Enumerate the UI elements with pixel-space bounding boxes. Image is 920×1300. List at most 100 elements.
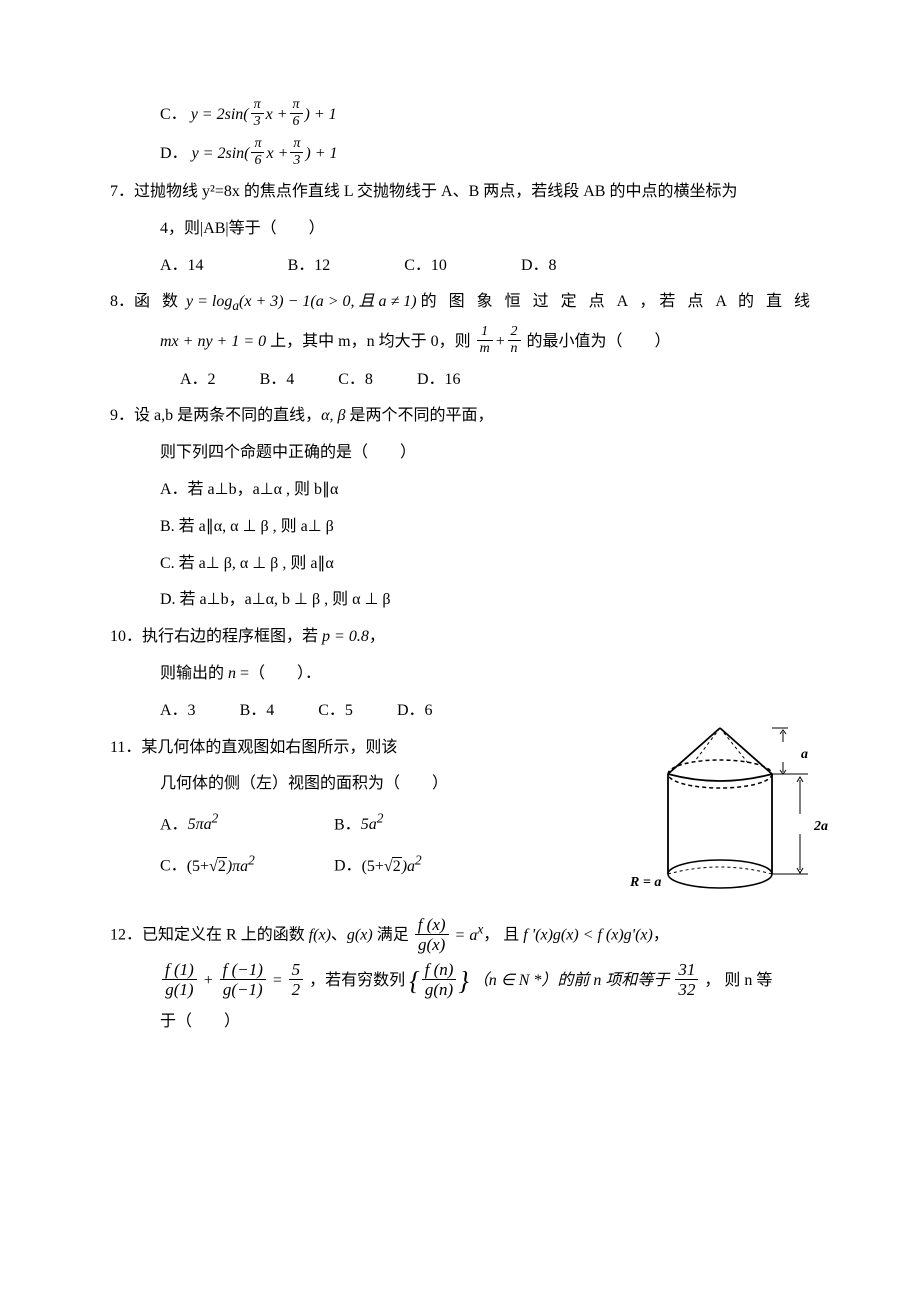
- cylinder-svg: [640, 714, 840, 914]
- den: g(n): [422, 980, 457, 998]
- f: (5+: [187, 858, 209, 875]
- den: n: [508, 341, 521, 356]
- eq: =: [268, 972, 287, 989]
- deriv: f '(x)g(x) < f (x)g'(x): [523, 927, 653, 944]
- text: y = 2sin(: [191, 106, 249, 123]
- opt-c: C．5: [318, 702, 353, 719]
- fx: f(x): [309, 927, 331, 944]
- opt-c: C．10: [404, 257, 447, 274]
- tail: ，: [653, 927, 669, 944]
- formula-8b: mx + ny + 1 = 0: [160, 333, 266, 350]
- t: 满足: [377, 927, 409, 944]
- opt-a: A．2: [180, 371, 216, 388]
- question-11: a 2a R = a 11．某几何体的直观图如右图所示，则该 几何体的侧（左）视…: [110, 734, 810, 882]
- t: ，若有穷数列: [309, 972, 405, 989]
- sqrt: 2: [217, 857, 227, 875]
- opt-a: A．14: [160, 257, 204, 274]
- num: π: [290, 98, 303, 114]
- num: 31: [675, 961, 698, 980]
- comma: ， 且: [483, 927, 519, 944]
- num: 1: [477, 325, 493, 341]
- opt-c: C．(5+ 2)πa2: [160, 848, 330, 881]
- plus: +: [199, 972, 218, 989]
- plus: +: [495, 333, 506, 350]
- formula-10: p = 0.8: [322, 628, 369, 645]
- q-num: 10．: [110, 628, 142, 645]
- opt-label-c: C．: [160, 106, 187, 123]
- opt-label-d: D．: [160, 145, 188, 162]
- question-8: 8．函 数 y = loga(x + 3) − 1(a > 0, 且 a ≠ 1…: [110, 288, 810, 394]
- exp: 2: [377, 811, 384, 826]
- opt-d: D. 若 a⊥b，a⊥α, b ⊥ β , 则 α ⊥ β: [160, 591, 391, 608]
- opt-b: B．4: [260, 371, 295, 388]
- q-num: 11．: [110, 739, 141, 756]
- num: f (−1): [220, 961, 266, 980]
- opts-8: A．2 B．4 C．8 D．16: [110, 366, 810, 395]
- num: 2: [508, 325, 521, 341]
- formula-8a: y = loga(x + 3) − 1(a > 0, 且 a ≠ 1): [186, 293, 417, 310]
- q-num: 7．: [110, 183, 134, 200]
- exp: 2: [415, 852, 422, 867]
- formula: 5πa: [188, 816, 212, 833]
- opt-a: A．3: [160, 702, 196, 719]
- diagram-label-2a: 2a: [814, 814, 828, 839]
- exp: 2: [212, 811, 219, 826]
- den: 3: [290, 153, 303, 168]
- diagram-label-r: R = a: [630, 870, 661, 895]
- q-num: 8．: [110, 293, 134, 310]
- opt-c: C．8: [338, 371, 373, 388]
- opt-d: D．6: [397, 702, 433, 719]
- tail: ，: [369, 628, 385, 645]
- q-num: 12．: [110, 927, 142, 944]
- den: g(1): [162, 980, 197, 998]
- q-text: 是两个不同的平面，: [346, 407, 494, 424]
- t: （n ∈ N *）的前 n 项和等于: [473, 972, 670, 989]
- opt-c: C. 若 a⊥ β, α ⊥ β , 则 a∥α: [160, 555, 334, 572]
- opts-7: A．14 B．12 C．10 D．8: [110, 252, 810, 281]
- q-text: 则输出的 n =（ ）．: [160, 665, 321, 682]
- question-7: 7．过抛物线 y²=8x 的焦点作直线 L 交抛物线于 A、B 两点，若线段 A…: [110, 178, 810, 280]
- num: 5: [289, 961, 304, 980]
- q-text: 执行右边的程序框图，若: [142, 628, 318, 645]
- den: 2: [289, 980, 304, 998]
- opt-b: B．12: [288, 257, 331, 274]
- opt-d: D．(5+2)a2: [334, 858, 422, 875]
- formula-6c: y = 2sin(π3x +π6) + 1: [191, 106, 337, 123]
- label: C．: [160, 858, 187, 875]
- formula: 5a: [361, 816, 377, 833]
- q-text: 上，其中 m，n 均大于 0，则: [270, 333, 470, 350]
- sep: 、: [331, 927, 347, 944]
- q-text: 某几何体的直观图如右图所示，则该: [141, 739, 397, 756]
- den: 32: [675, 980, 698, 998]
- num: π: [290, 137, 303, 153]
- exp: 2: [248, 852, 255, 867]
- formula-6d: y = 2sin(π6x +π3) + 1: [192, 145, 338, 162]
- den: g(x): [415, 935, 449, 953]
- den: m: [477, 341, 493, 356]
- text: x +: [266, 145, 288, 162]
- f: (5+: [362, 858, 384, 875]
- sqrt: 2: [392, 857, 402, 875]
- den: g(−1): [220, 980, 266, 998]
- q-text: 的 图 象 恒 过 定 点 A ，若 点 A 的 直 线: [421, 293, 814, 310]
- opt-6d: D． y = 2sin(π6x +π3) + 1: [110, 139, 810, 170]
- text: y = log: [186, 293, 232, 310]
- q-text-2: 4，则|AB|等于（ ）: [110, 215, 810, 244]
- den: 6: [251, 153, 264, 168]
- text: x +: [266, 106, 288, 123]
- num: f (1): [162, 961, 197, 980]
- f: )a: [402, 858, 415, 875]
- num: f (n): [422, 961, 457, 980]
- question-9: 9．设 a,b 是两条不同的直线，α, β 是两个不同的平面， 则下列四个命题中…: [110, 402, 810, 615]
- f: )πa: [227, 858, 248, 875]
- cylinder-diagram: a 2a R = a: [640, 714, 840, 914]
- num: f (x): [415, 916, 449, 935]
- question-10: 10．执行右边的程序框图，若 p = 0.8， 则输出的 n =（ ）． A．3…: [110, 623, 810, 725]
- formula-8c: 1m+2n: [475, 333, 523, 350]
- opt-a: A．5πa2: [160, 807, 330, 840]
- eq: = a: [451, 927, 478, 944]
- opt-b: B．5a2: [334, 816, 383, 833]
- den: 3: [251, 114, 264, 129]
- alpha-beta: α, β: [321, 407, 345, 424]
- q-text: 于（ ）: [110, 1008, 810, 1037]
